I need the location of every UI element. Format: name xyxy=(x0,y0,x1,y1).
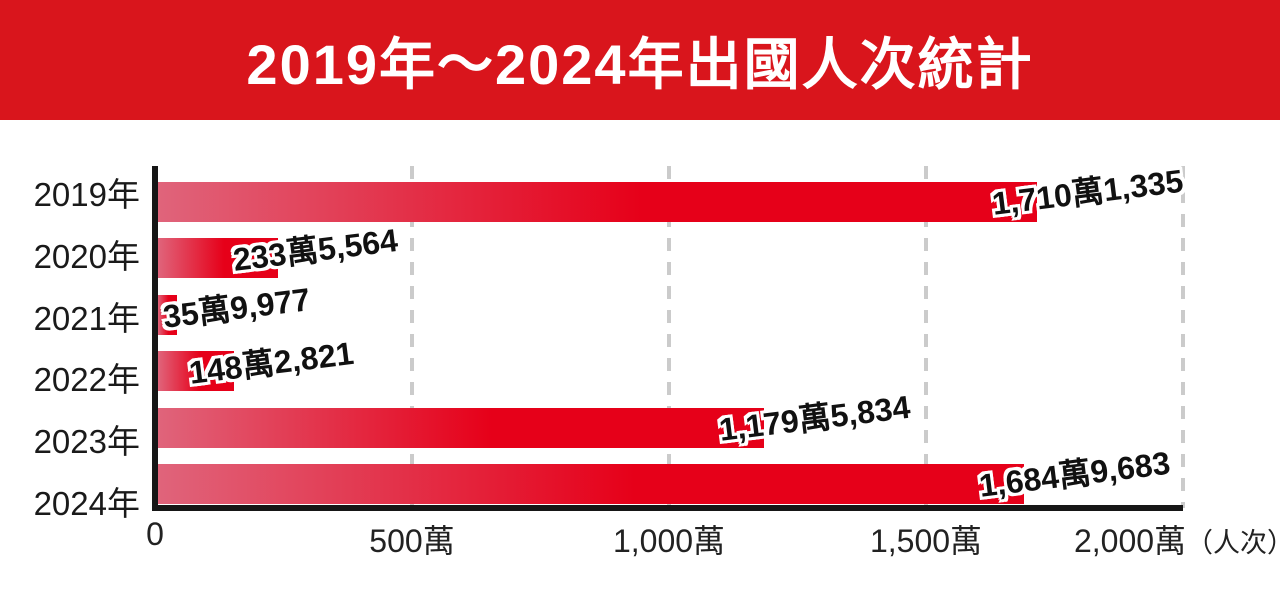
axis-unit-label: （人次） xyxy=(1186,528,1280,558)
value-label: 1,179萬5,834 xyxy=(717,388,913,448)
value-label: 148萬2,821 xyxy=(187,334,356,391)
category-label: 2020年 xyxy=(33,237,140,275)
gridline-1,000萬 xyxy=(667,166,671,508)
y-axis-line xyxy=(152,166,158,511)
category-label: 2024年 xyxy=(33,485,140,522)
gridline-2,000萬 xyxy=(1181,166,1185,508)
x-tick-label: 0 xyxy=(146,516,164,552)
value-label: 233萬5,564 xyxy=(231,221,400,278)
bar xyxy=(158,295,177,335)
x-tick-label: 1,000萬 xyxy=(612,523,726,559)
value-label: 35萬9,977 xyxy=(161,281,313,335)
bar xyxy=(158,464,1024,504)
x-tick-label: 1,500萬 xyxy=(869,523,983,559)
bar xyxy=(158,182,1037,222)
category-label: 2019年 xyxy=(33,176,140,213)
bar xyxy=(158,351,234,391)
gridline-1,500萬 xyxy=(924,166,928,508)
title-banner: 2019年～2024年出國人次統計 xyxy=(0,0,1280,120)
x-axis-line xyxy=(152,505,1183,511)
bar xyxy=(158,238,278,278)
bar xyxy=(158,408,764,448)
chart-title: 2019年～2024年出國人次統計 xyxy=(246,32,1034,96)
value-label: 1,710萬1,335 xyxy=(990,162,1186,222)
x-tick-label: 2,000萬 xyxy=(1073,523,1187,559)
category-label: 2022年 xyxy=(33,361,140,399)
x-tick-label: 500萬 xyxy=(369,523,455,559)
category-label: 2023年 xyxy=(33,423,140,461)
value-label: 1,684萬9,683 xyxy=(977,444,1173,504)
gridline-500萬 xyxy=(410,166,414,508)
category-label: 2021年 xyxy=(33,299,140,337)
